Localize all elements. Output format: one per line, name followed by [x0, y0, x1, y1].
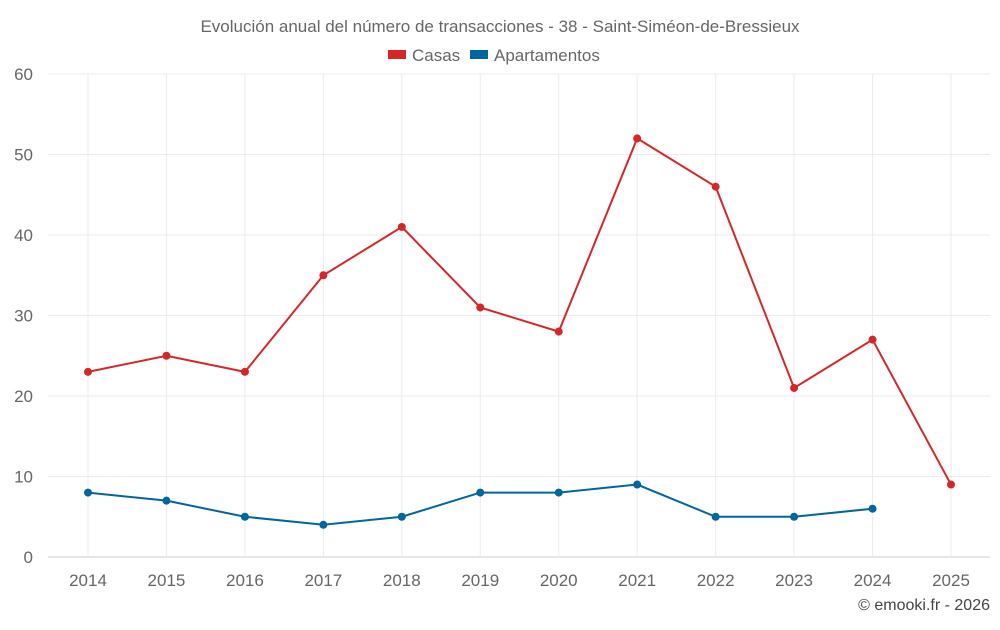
y-tick-label: 30: [14, 307, 33, 326]
series-line: [87, 136, 952, 486]
x-tick-label: 2021: [618, 571, 656, 590]
y-tick-label: 0: [24, 548, 33, 567]
credit: © emooki.fr - 2026: [858, 597, 990, 614]
x-tick-label: 2024: [854, 571, 892, 590]
data-point[interactable]: [397, 222, 406, 231]
data-point[interactable]: [633, 134, 642, 143]
x-tick-label: 2017: [304, 571, 342, 590]
data-point[interactable]: [240, 367, 249, 376]
y-tick-label: 20: [14, 387, 33, 406]
data-point[interactable]: [84, 367, 92, 376]
legend-item-apartamentos[interactable]: Apartamentos: [470, 46, 600, 65]
legend: Casas Apartamentos: [388, 46, 600, 65]
x-tick-label: 2022: [697, 571, 735, 590]
data-point[interactable]: [633, 480, 642, 489]
data-point[interactable]: [790, 383, 799, 392]
data-point[interactable]: [947, 480, 955, 489]
y-tick-label: 60: [14, 65, 33, 84]
data-point[interactable]: [711, 512, 720, 521]
y-tick-label: 40: [14, 226, 33, 245]
series-casas: [84, 134, 955, 489]
data-point[interactable]: [476, 488, 485, 497]
x-tick-label: 2014: [69, 571, 107, 590]
x-tick-label: 2020: [540, 571, 578, 590]
series-group: [84, 134, 955, 529]
data-point[interactable]: [319, 520, 328, 529]
x-tick-label: 2016: [226, 571, 264, 590]
data-point[interactable]: [554, 488, 563, 497]
x-tick-label: 2025: [932, 571, 970, 590]
x-tick-label: 2019: [461, 571, 499, 590]
data-point[interactable]: [711, 182, 720, 191]
x-tick-label: 2018: [383, 571, 421, 590]
y-tick-label: 50: [14, 146, 33, 165]
series-apartamentos: [84, 480, 877, 529]
data-point[interactable]: [868, 335, 877, 344]
legend-label: Casas: [412, 46, 460, 65]
legend-swatch: [470, 50, 488, 59]
legend-item-casas[interactable]: Casas: [388, 46, 460, 65]
grid: [48, 73, 990, 558]
data-point[interactable]: [162, 351, 171, 360]
data-point[interactable]: [162, 496, 171, 505]
data-point[interactable]: [790, 512, 799, 521]
chart-title: Evolución anual del número de transaccio…: [200, 17, 800, 36]
y-tick-label: 10: [14, 468, 33, 487]
legend-label: Apartamentos: [494, 46, 600, 65]
data-point[interactable]: [868, 504, 877, 513]
x-tick-label: 2015: [148, 571, 186, 590]
x-tick-label: 2023: [775, 571, 813, 590]
data-point[interactable]: [397, 512, 406, 521]
data-point[interactable]: [476, 303, 485, 312]
data-point[interactable]: [84, 488, 92, 497]
legend-swatch: [388, 50, 406, 59]
data-point[interactable]: [319, 271, 328, 280]
x-axis: 2014 2015 2016 2017 2018 2019 2020 2021 2022 2023…: [69, 571, 970, 590]
data-point[interactable]: [554, 327, 563, 336]
y-axis: 0 10 20 30 40 50 60: [14, 65, 33, 567]
data-point[interactable]: [240, 512, 249, 521]
